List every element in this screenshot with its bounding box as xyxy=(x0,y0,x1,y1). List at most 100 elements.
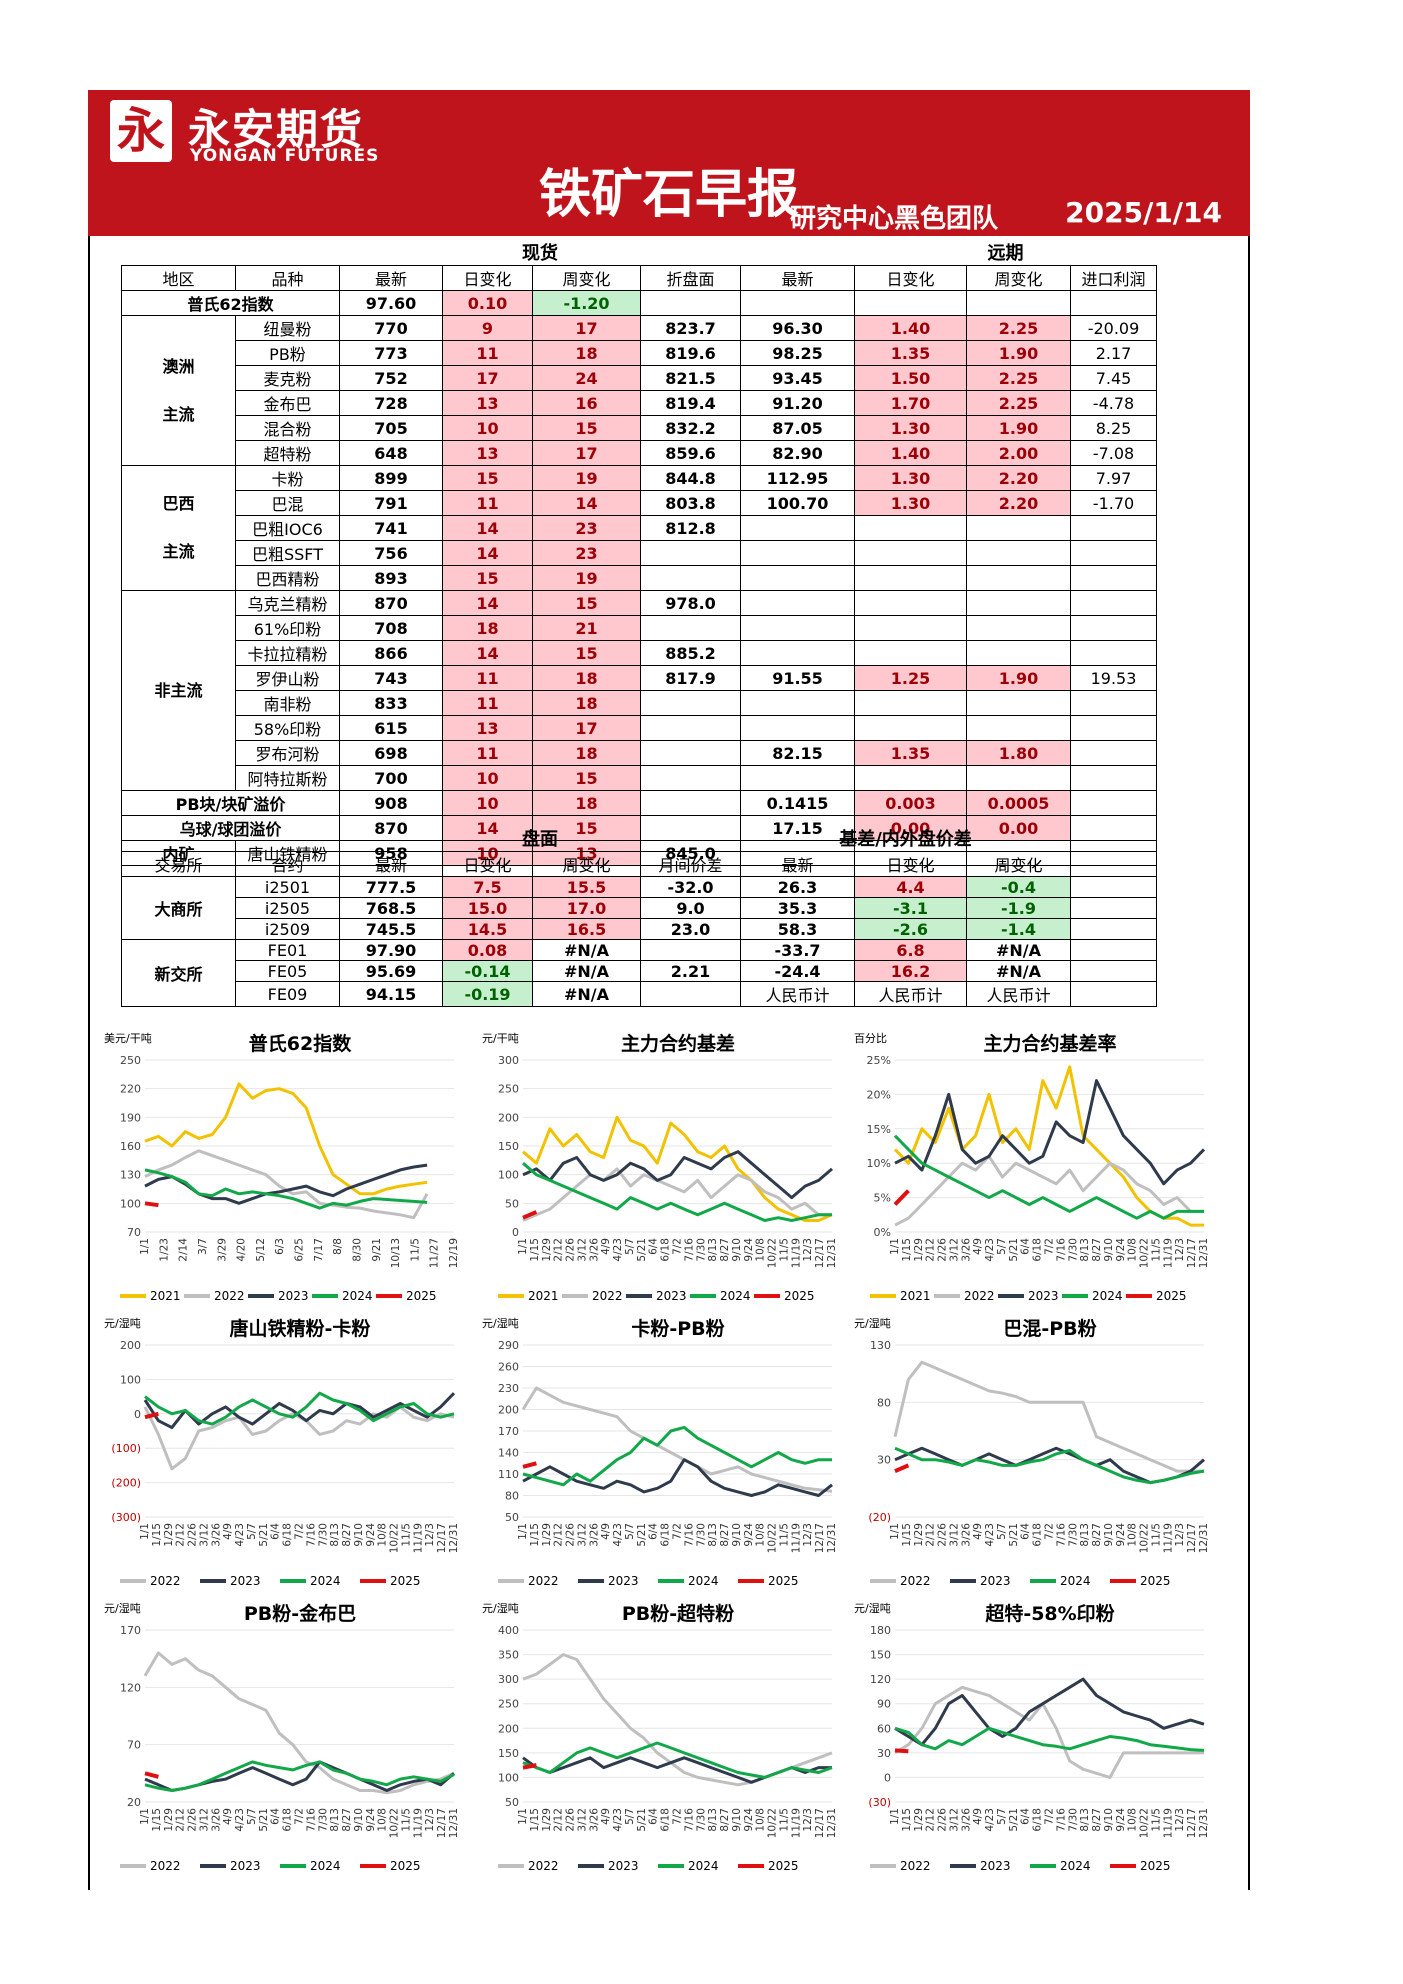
forward-day-change: 1.35 xyxy=(854,340,967,366)
futures-row: i2509 745.5 14.5 16.5 23.0 58.3 -2.6 -1.4 xyxy=(122,918,1157,940)
y-tick-label: 90 xyxy=(877,1698,891,1711)
series-line-2024 xyxy=(893,1134,1204,1220)
disk-price xyxy=(640,565,741,591)
chart-unit: 元/湿吨 xyxy=(104,1602,141,1615)
x-tick-label: 3/12 xyxy=(948,1808,960,1832)
y-tick-label: 190 xyxy=(120,1111,141,1124)
x-tick-label: 5/12 xyxy=(255,1238,267,1262)
company-name-cn: 永安期货 xyxy=(188,105,365,154)
blank-cell xyxy=(122,825,340,852)
region-label: 非主流 xyxy=(121,590,236,791)
x-tick-label: 12/3 xyxy=(1174,1808,1186,1832)
x-tick-label: 3/26 xyxy=(960,1523,972,1547)
x-tick-label: 10/8 xyxy=(377,1808,389,1832)
y-tick-label: (20) xyxy=(868,1511,891,1524)
spot-group-header: 现货 远期 xyxy=(122,239,1157,266)
x-tick-label: 11/5 xyxy=(400,1808,412,1832)
week-change: 15 xyxy=(532,815,641,841)
x-tick-label: 12/31 xyxy=(1198,1808,1210,1838)
week-change: 18 xyxy=(532,740,641,766)
chart-svg: 巴混-PB粉 元/湿吨 130 80 30 (20)1/1 1/15 1/29 2/12 2/26… xyxy=(854,1317,1210,1588)
x-tick-label: 3/12 xyxy=(576,1238,588,1262)
x-tick-label: 8/27 xyxy=(719,1808,731,1832)
futures-table: 盘面 基差/内外盘价差 交易所 合约 最新 日变化 周变化 月间价差 最新 日变化 周变化 大商所 i2… xyxy=(121,825,1157,1007)
legend-label: 2022 xyxy=(150,1574,181,1588)
x-tick-label: 1/15 xyxy=(151,1808,163,1832)
series-line-2022 xyxy=(893,1360,1204,1473)
x-tick-label: 1/15 xyxy=(529,1523,541,1547)
x-tick-label: 2/12 xyxy=(553,1238,565,1262)
forward-latest: 98.25 xyxy=(740,340,855,366)
forward-week-change: 1.90 xyxy=(966,415,1071,441)
y-tick-label: 170 xyxy=(498,1425,519,1438)
chart-title: PB粉-超特粉 xyxy=(622,1602,734,1625)
x-tick-label: 10/8 xyxy=(755,1238,767,1262)
x-tick-label: 1/15 xyxy=(529,1808,541,1832)
group-forward-label: 远期 xyxy=(987,243,1024,264)
x-tick-label: 3/12 xyxy=(576,1523,588,1547)
exchange-label: 新交所 xyxy=(121,939,236,1007)
x-tick-label: 7/2 xyxy=(294,1523,306,1540)
x-tick-label: 11/19 xyxy=(790,1523,802,1553)
chart-unit: 元/干吨 xyxy=(482,1032,519,1045)
disk-price xyxy=(640,740,741,766)
chart-unit: 元/湿吨 xyxy=(482,1317,519,1330)
import-profit: -7.08 xyxy=(1070,440,1157,466)
day-change: 14 xyxy=(442,590,533,616)
latest-value: 97.90 xyxy=(339,939,443,961)
x-tick-label: 3/12 xyxy=(948,1238,960,1262)
x-tick-label: 9/10 xyxy=(1103,1808,1115,1832)
spot-row: 澳洲 主流 纽曼粉 770 9 17 823.7 96.30 1.40 2.25 -20.09 xyxy=(121,315,1157,466)
platts-index-row: 普氏62指数 97.60 0.10 -1.20 xyxy=(121,290,1157,316)
basis-week-change: 人民币计 xyxy=(966,981,1071,1007)
legend-label: 2022 xyxy=(964,1289,995,1303)
series-line-2025 xyxy=(522,1461,537,1469)
day-change: 15 xyxy=(442,465,533,491)
x-tick-label: 1/29 xyxy=(913,1238,925,1262)
x-tick-label: 9/24 xyxy=(743,1808,755,1832)
x-tick-label: 7/16 xyxy=(305,1808,317,1832)
x-tick-label: 11/5 xyxy=(1150,1808,1162,1832)
forward-week-change xyxy=(966,715,1071,741)
import-profit xyxy=(1070,590,1157,616)
product-name: 纽曼粉 xyxy=(235,315,340,341)
forward-day-change: 0.003 xyxy=(854,790,967,816)
series-line-2025 xyxy=(522,1763,537,1770)
latest-value: 94.15 xyxy=(339,981,443,1007)
forward-week-change: 0.0005 xyxy=(966,790,1071,816)
forward-week-change: 2.25 xyxy=(966,390,1071,416)
x-tick-label: 7/30 xyxy=(317,1523,329,1547)
week-change: 21 xyxy=(532,615,641,641)
x-tick-label: 11/19 xyxy=(1162,1238,1174,1268)
spot-row: 南非粉 833 11 18 xyxy=(122,690,1157,716)
forward-day-change: 1.50 xyxy=(854,365,967,391)
forward-latest: 82.90 xyxy=(740,440,855,466)
x-tick-label: 9/10 xyxy=(1103,1523,1115,1547)
y-tick-label: 200 xyxy=(498,1722,519,1735)
day-change: 15 xyxy=(442,565,533,591)
latest-value: 893 xyxy=(339,565,443,591)
x-tick-label: 6/4 xyxy=(648,1808,660,1825)
report-date: 2025/1/14 xyxy=(1065,196,1222,229)
x-tick-label: 10/22 xyxy=(389,1808,401,1838)
column-header: 进口利润 xyxy=(1070,265,1157,291)
column-header: 最新 xyxy=(339,851,443,877)
x-tick-label: 4/9 xyxy=(600,1523,612,1540)
forward-day-change xyxy=(854,565,967,591)
x-tick-label: 3/12 xyxy=(576,1808,588,1832)
group-spot-label: 现货 xyxy=(522,243,558,264)
x-tick-label: 5/7 xyxy=(996,1523,1008,1540)
x-tick-label: 6/3 xyxy=(274,1238,286,1255)
import-profit xyxy=(1070,790,1157,816)
week-change: 18 xyxy=(532,690,641,716)
x-tick-label: 7/2 xyxy=(672,1808,684,1825)
group-disk-label: 盘面 xyxy=(522,829,558,850)
forward-week-change xyxy=(966,590,1071,616)
x-tick-label: 2/26 xyxy=(565,1523,577,1547)
disk-price: 844.8 xyxy=(640,465,741,491)
column-header: 周变化 xyxy=(532,851,641,877)
x-tick-label: 9/10 xyxy=(731,1808,743,1832)
y-tick-label: 300 xyxy=(498,1054,519,1067)
x-tick-label: 1/1 xyxy=(889,1808,901,1825)
import-profit xyxy=(1070,715,1157,741)
